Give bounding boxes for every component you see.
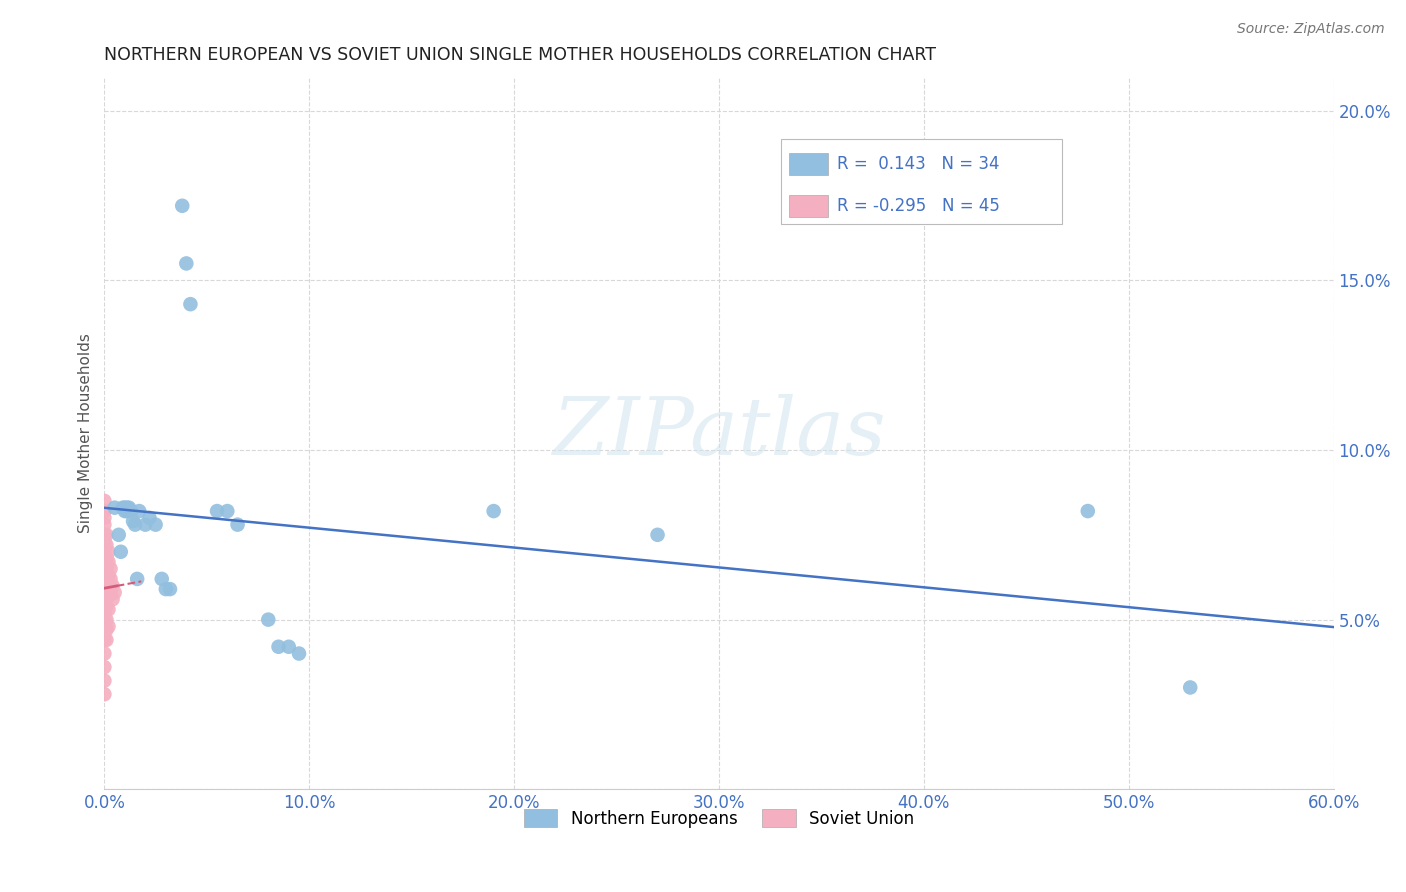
Point [96,538,118,552]
Point [110,545,132,559]
Point [93,687,115,701]
Point [145,517,167,532]
Point [120,504,142,518]
Point [97,568,120,582]
Text: R = -0.295   N = 45: R = -0.295 N = 45 [837,197,1000,215]
Point [257,613,280,627]
Point [124,517,146,532]
Point [100,585,122,599]
Point [127,572,149,586]
Point [93,545,115,559]
Point [96,589,118,603]
Point [100,562,122,576]
Point [93,534,115,549]
Point [96,623,118,637]
Point [1077,504,1099,518]
Point [93,596,115,610]
Point [93,504,115,518]
Point [138,511,160,525]
Point [96,551,118,566]
Point [114,500,136,515]
Point [217,504,239,518]
Point [93,613,115,627]
Point [93,606,115,620]
Legend: Northern Europeans, Soviet Union: Northern Europeans, Soviet Union [517,803,921,834]
Point [96,613,118,627]
Point [93,528,115,542]
Point [100,572,122,586]
Point [93,619,115,633]
Point [101,592,124,607]
Point [118,500,141,515]
Point [288,647,311,661]
Point [176,256,198,270]
Point [159,582,181,596]
Text: ZIPatlas: ZIPatlas [553,394,886,472]
Point [128,504,150,518]
Point [1180,681,1202,695]
Point [150,572,173,586]
Point [93,551,115,566]
Point [104,585,127,599]
Point [482,504,505,518]
Point [93,562,115,576]
Point [93,632,115,647]
Point [97,545,120,559]
Point [115,504,138,518]
Point [134,517,156,532]
Point [107,528,129,542]
Point [96,599,118,613]
Y-axis label: Single Mother Households: Single Mother Households [79,333,93,533]
Point [101,579,124,593]
Point [93,494,115,508]
Text: NORTHERN EUROPEAN VS SOVIET UNION SINGLE MOTHER HOUSEHOLDS CORRELATION CHART: NORTHERN EUROPEAN VS SOVIET UNION SINGLE… [104,46,936,64]
Point [111,500,134,515]
Text: R =  0.143   N = 34: R = 0.143 N = 34 [837,155,1000,173]
Point [97,589,120,603]
Point [93,572,115,586]
Point [277,640,299,654]
Point [647,528,669,542]
Point [97,579,120,593]
Point [93,511,115,525]
Point [122,514,145,528]
Point [104,500,127,515]
Point [96,632,118,647]
Point [172,199,194,213]
Point [93,660,115,674]
Text: Source: ZipAtlas.com: Source: ZipAtlas.com [1237,22,1385,37]
Point [155,582,177,596]
Point [179,297,201,311]
Point [96,528,118,542]
Point [96,572,118,586]
Point [93,517,115,532]
Point [93,673,115,688]
Point [93,585,115,599]
Point [267,640,290,654]
Point [97,619,120,633]
Point [115,500,138,515]
Point [97,555,120,569]
Point [96,562,118,576]
Point [93,647,115,661]
Point [226,517,249,532]
Point [205,504,228,518]
Point [97,602,120,616]
Point [93,579,115,593]
Point [96,579,118,593]
Point [114,504,136,518]
